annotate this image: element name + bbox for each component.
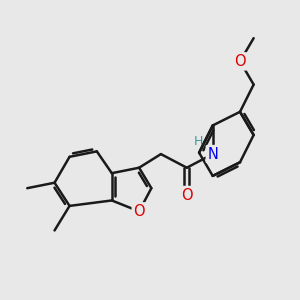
Text: N: N	[207, 147, 218, 162]
Text: H: H	[194, 135, 203, 148]
Text: O: O	[234, 54, 246, 69]
Text: O: O	[181, 188, 193, 202]
Text: O: O	[133, 204, 145, 219]
